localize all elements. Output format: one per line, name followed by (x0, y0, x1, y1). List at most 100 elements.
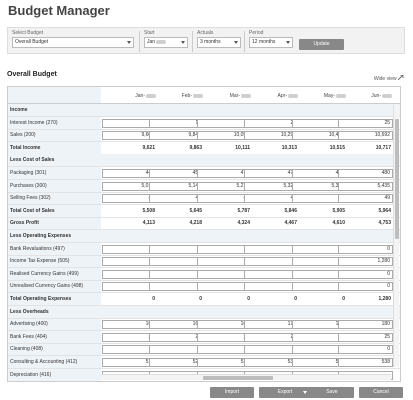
select-budget-group: Select Budget Overall Budget (12, 30, 134, 48)
row-label: Packaging (301) (10, 170, 47, 176)
budget-input-cell[interactable]: 180 (338, 320, 393, 330)
row-divider (8, 153, 400, 155)
budget-input-cell[interactable]: 9,846 (149, 131, 204, 141)
budget-input-cell[interactable]: 0 (244, 282, 299, 292)
budget-input-cell[interactable]: 47 (244, 194, 299, 204)
row-divider (8, 166, 400, 168)
save-button[interactable]: Save (310, 387, 354, 398)
budget-input-cell[interactable]: 25 (149, 332, 204, 342)
budget-input-cell[interactable]: 5,435 (338, 181, 393, 191)
chevron-down-icon (286, 41, 290, 44)
budget-input-cell[interactable]: 164 (149, 320, 204, 330)
budget-input-cell[interactable]: 480 (338, 169, 393, 178)
budget-input-cell[interactable]: 25 (338, 118, 393, 128)
total-cell: 10,313 (281, 144, 297, 151)
chevron-down-icon (234, 41, 238, 44)
budget-input-cell[interactable]: 10,692 (338, 131, 393, 141)
budget-input-cell[interactable]: 538 (338, 358, 393, 367)
row-label: Income (10, 107, 28, 113)
budget-input-cell[interactable]: 474 (244, 169, 299, 178)
total-cell: 0 (152, 296, 155, 302)
budget-input-cell[interactable]: 5,325 (244, 181, 299, 191)
redacted-year (288, 93, 298, 98)
budget-input-cell[interactable]: 49 (338, 194, 393, 204)
budget-input-cell[interactable]: 525 (149, 358, 204, 367)
period-label: Period (249, 30, 264, 36)
budget-input-cell[interactable]: 25 (244, 332, 299, 342)
vertical-scrollbar[interactable] (393, 105, 399, 367)
budget-input-cell[interactable]: 0 (149, 269, 204, 279)
budget-input-cell[interactable]: 538 (244, 358, 299, 367)
select-budget-dropdown[interactable]: Overall Budget (12, 37, 134, 48)
row-divider (8, 355, 400, 357)
cancel-button[interactable]: Cancel (359, 387, 403, 398)
row-divider (8, 279, 400, 281)
budget-input-cell[interactable]: 0 (149, 244, 204, 254)
section-header-row: Less Operating Expenses (8, 230, 400, 243)
budget-input-cell[interactable]: 0 (149, 345, 204, 355)
row-label: Interest Income (270) (10, 119, 58, 126)
row-divider (8, 216, 400, 218)
chevron-down-icon (303, 391, 307, 394)
budget-input-cell[interactable]: 0 (149, 282, 204, 292)
budget-input-cell[interactable]: 1,280 (338, 257, 393, 267)
start-dropdown[interactable]: Jan (144, 37, 188, 48)
budget-input-cell[interactable]: 0 (338, 282, 393, 292)
horizontal-scrollbar[interactable] (101, 374, 391, 380)
row-label: Less Overheads (10, 308, 49, 315)
budget-input-cell[interactable]: 5,141 (149, 181, 204, 191)
budget-input-cell[interactable]: 0 (338, 244, 393, 254)
table-row: Bank Revaluations (497)000000 (8, 243, 400, 256)
row-divider (8, 368, 400, 369)
redacted-year (146, 93, 156, 98)
budget-input-cell[interactable]: 459 (149, 169, 204, 178)
period-dropdown[interactable]: 12 months (249, 37, 293, 48)
redacted-year (336, 93, 346, 98)
wide-view-label: Wide view (373, 76, 397, 82)
budget-input-cell[interactable]: 17 (149, 118, 204, 128)
column-header-label: Apr- (277, 93, 287, 99)
horizontal-scroll-thumb[interactable] (203, 376, 273, 380)
total-cell: 0 (342, 296, 345, 302)
budget-input-cell[interactable]: 25 (338, 332, 393, 342)
row-divider (8, 254, 400, 256)
budget-input-cell[interactable]: 10,292 (244, 131, 299, 141)
section-header-row: Less Overheads (8, 305, 400, 319)
budget-input-cell[interactable]: 0 (244, 244, 299, 254)
redacted-year (156, 39, 167, 44)
column-header-label: Mar- (229, 93, 240, 99)
budget-input-cell[interactable]: 0 (244, 345, 299, 355)
expand-icon (397, 74, 404, 81)
redacted-year (382, 93, 392, 98)
update-button[interactable]: Update (299, 39, 344, 50)
budget-input-cell[interactable]: 45 (149, 194, 204, 204)
actuals-dropdown[interactable]: 3 months (197, 37, 241, 48)
table-row: Consulting & Accounting (412)51252553853… (8, 356, 400, 369)
export-button[interactable]: Export (259, 387, 311, 398)
vertical-scroll-thumb[interactable] (395, 119, 399, 239)
budget-input-cell[interactable]: 0 (244, 269, 299, 279)
budget-input-cell[interactable]: 0 (149, 257, 204, 267)
import-button[interactable]: Import (210, 387, 254, 398)
section-header-row: Income (8, 104, 400, 117)
budget-input-cell[interactable]: 0 (244, 257, 299, 267)
row-label: Cleaning (408) (10, 346, 43, 353)
table-row: Bank Fees (404)252525252525 (8, 331, 400, 344)
budget-input-cell[interactable]: 0 (338, 269, 393, 279)
total-row: Total Cost of Sales 5,508 5,645 5,787 5,846 5… (8, 205, 400, 218)
wide-view-link[interactable]: Wide view (373, 74, 404, 82)
column-header: Apr- (243, 93, 298, 99)
budget-input-cell[interactable]: 172 (244, 320, 299, 330)
row-divider (8, 317, 400, 319)
total-cell: 0 (199, 296, 202, 302)
row-label: Total Operating Expenses (10, 296, 72, 302)
row-divider (8, 267, 400, 269)
row-divider (8, 242, 400, 243)
column-header-label: Feb- (181, 93, 192, 99)
row-divider (8, 116, 400, 117)
budget-input-cell[interactable]: 21 (244, 118, 299, 128)
budget-input-cell[interactable]: 0 (338, 345, 393, 355)
row-label: Unrealised Currency Gains (498) (10, 283, 84, 290)
row-label: Less Operating Expenses (10, 233, 72, 239)
